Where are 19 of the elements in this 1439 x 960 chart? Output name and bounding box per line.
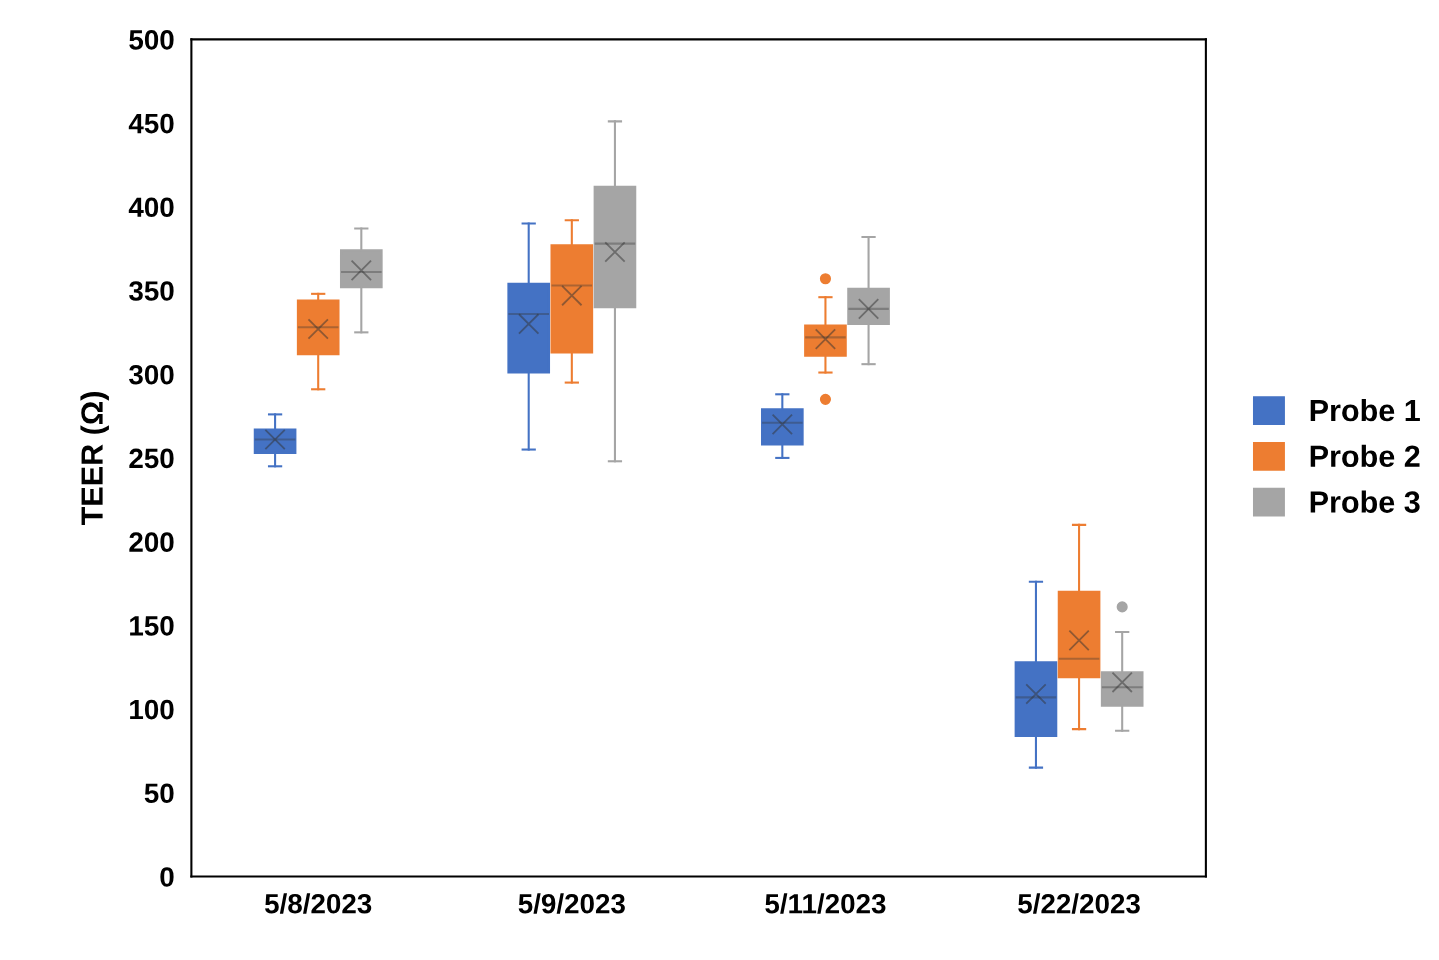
- legend-label: Probe 3: [1310, 490, 1420, 513]
- y-tick-label: 500: [129, 30, 174, 50]
- y-axis-title: TEER (Ω): [80, 392, 109, 525]
- y-tick-label: 250: [129, 448, 174, 469]
- y-tick-label: 0: [160, 867, 174, 887]
- y-tick-label: 350: [129, 281, 174, 301]
- y-tick-label: 100: [130, 699, 174, 720]
- y-tick-label: 450: [128, 113, 174, 134]
- y-tick-label: 200: [129, 532, 174, 552]
- legend-label: Probe 2: [1310, 444, 1420, 468]
- x-tick-label: 5/22/2023: [1018, 893, 1140, 914]
- y-tick-label: 50: [144, 783, 174, 804]
- x-tick-label: 5/11/2023: [765, 893, 886, 914]
- x-tick-label: 5/9/2023: [518, 893, 625, 914]
- x-tick-label: 5/8/2023: [265, 893, 372, 914]
- y-tick-label: 150: [130, 616, 174, 636]
- y-tick-label: 300: [129, 364, 174, 385]
- legend-label: Probe 1: [1310, 398, 1420, 422]
- y-tick-label: 400: [128, 197, 174, 218]
